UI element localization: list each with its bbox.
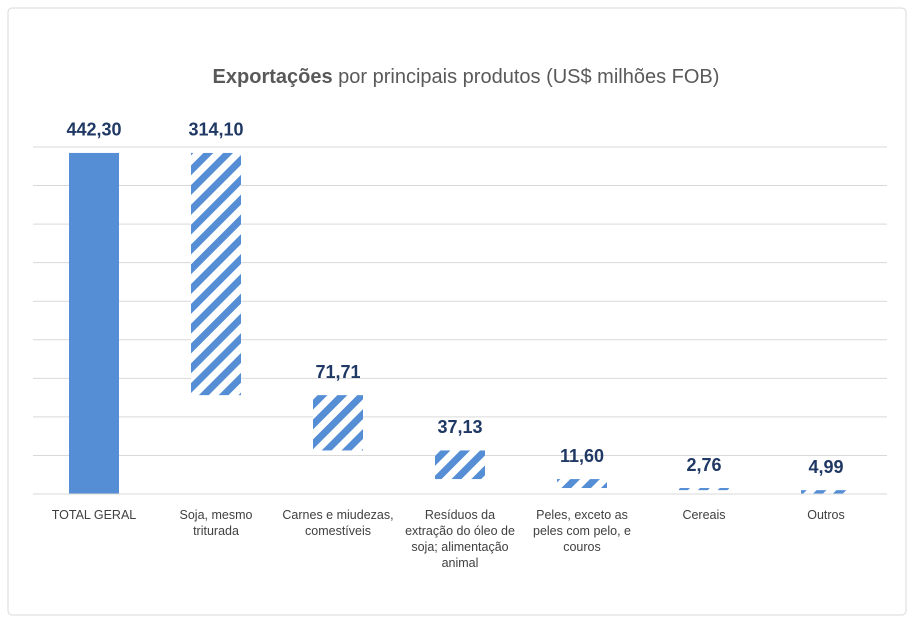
data-label: 11,60 [560,446,604,466]
x-tick-label: Cereais [682,508,726,522]
total-bar [69,152,119,494]
bar [313,395,363,451]
x-tick-label: Outros [807,508,845,522]
data-label: 37,13 [437,417,482,437]
data-label: 4,99 [808,457,843,477]
chart-title: Exportações por principais produtos (US$… [213,66,720,88]
data-label: 314,10 [188,120,243,140]
bar [801,490,851,494]
x-tick-label: Carnes e miudezas, comestíveis [282,508,394,538]
bar [191,152,241,396]
bar [557,479,607,489]
data-label: 71,71 [315,362,360,382]
x-tick-label: Soja, mesmo triturada [179,508,253,538]
x-tick-label: TOTAL GERAL [51,508,137,522]
bar [435,450,485,480]
data-label: 2,76 [686,455,721,475]
x-tick-label: Peles, exceto as peles com pelo, e couro… [533,508,631,554]
bar [679,488,729,491]
x-tick-label: Resíduos da extração do óleo de soja; al… [405,508,515,570]
data-label: 442,30 [66,120,121,140]
